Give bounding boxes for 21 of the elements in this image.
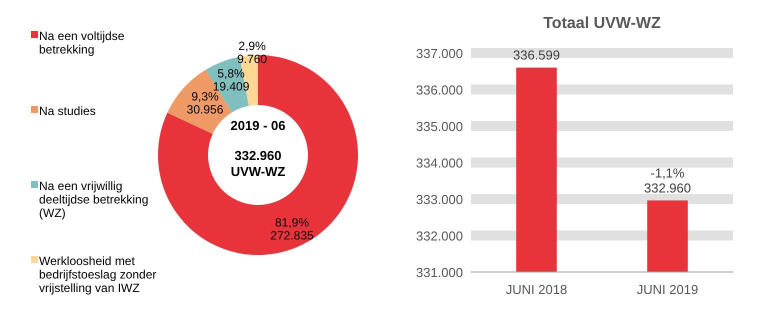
y-tick-label: 333.000: [416, 192, 463, 207]
y-tick-label: 332.000: [416, 228, 463, 244]
y-tick-label: 334.000: [416, 156, 463, 170]
data-label: 336.599: [513, 48, 560, 63]
legend-label: Werkloosheid met bedrijfstoeslag zonder vrijstelling van IWZ: [39, 254, 156, 295]
text: 2019 - 06: [230, 118, 286, 133]
y-tick-label: 336.000: [416, 82, 463, 98]
y-tick-label: 331.000: [416, 265, 463, 280]
legend-label: Na een vrijwillig deeltijdse betrekking (WZ): [39, 179, 148, 220]
data-label: 9,3% 30.956: [186, 90, 224, 117]
legend-label: Na studies: [39, 104, 96, 118]
legend-label: Na een voltijdse betrekking: [39, 29, 125, 56]
x-tick-label: JUNI 2018: [506, 282, 568, 297]
x-tick-label: JUNI 2019: [636, 282, 698, 297]
y-tick-label: 335.000: [416, 119, 463, 134]
data-label: -1,1% 332.960: [644, 165, 691, 196]
data-label: 81,9% 272.835: [270, 216, 314, 242]
donut-slice: [158, 55, 358, 255]
text: 332.960 UVW-WZ: [230, 148, 286, 179]
y-tick-label: 337.000: [416, 46, 463, 61]
chart-title: Totaal UVW-WZ: [543, 15, 662, 32]
